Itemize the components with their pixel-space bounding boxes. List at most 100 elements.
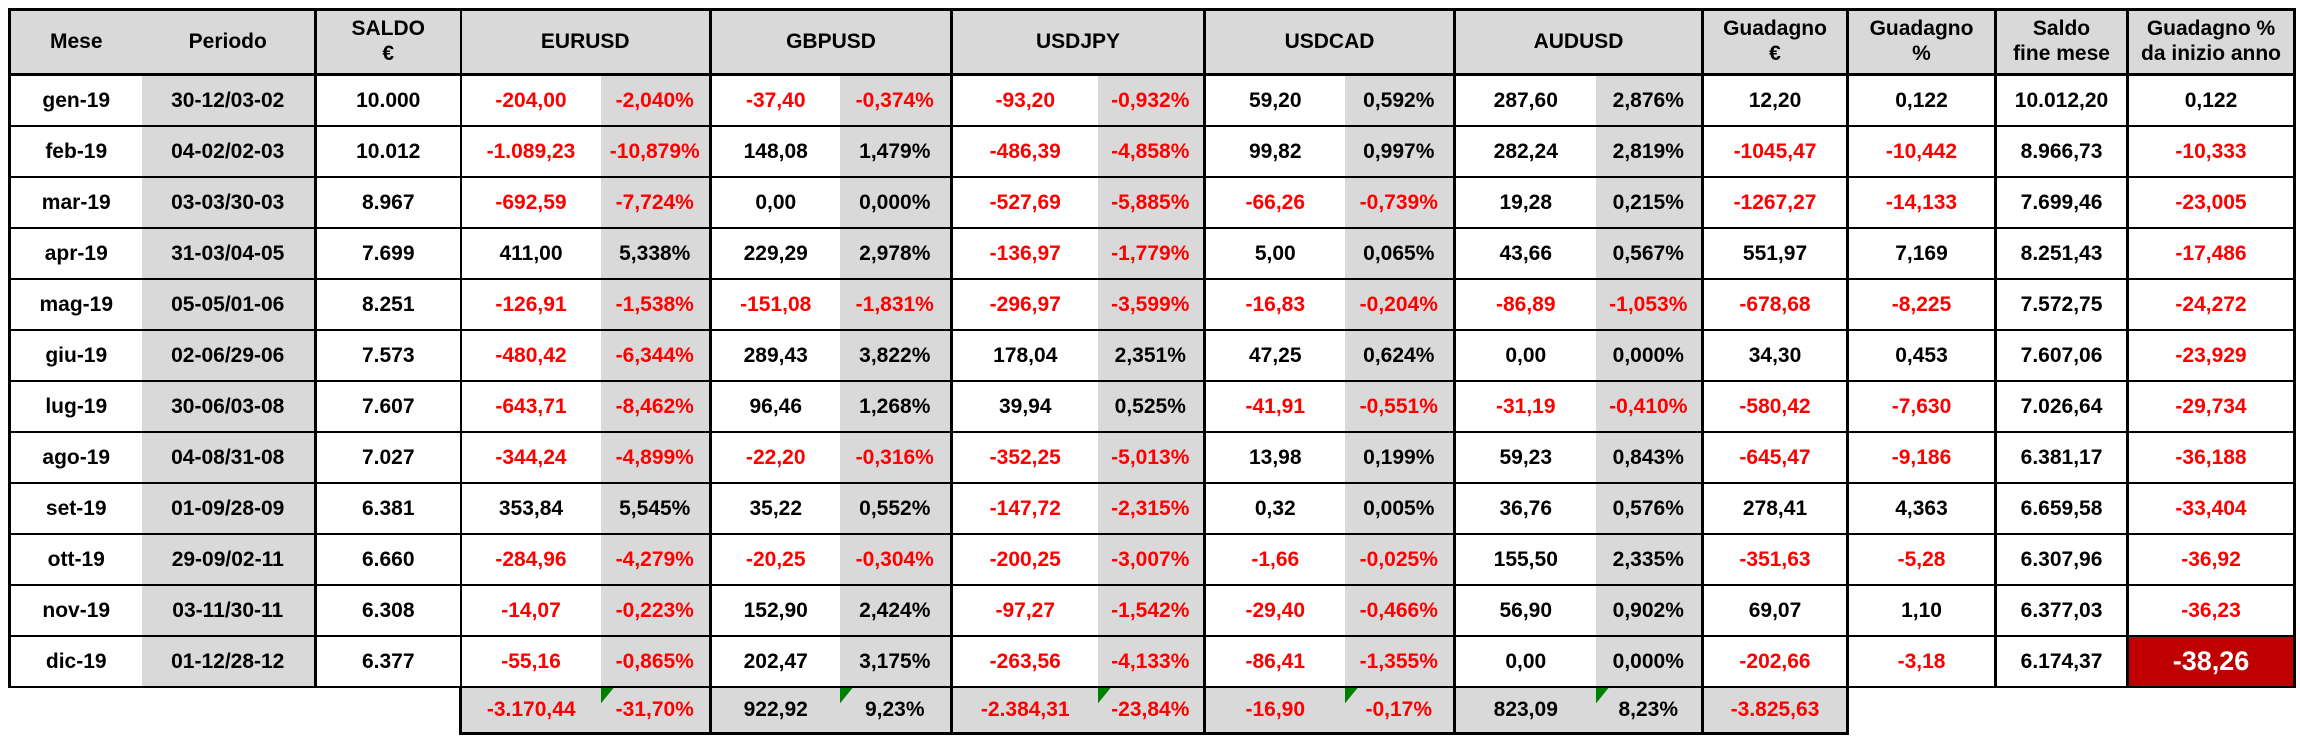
cell-ott-19-saldo: 6.660 xyxy=(314,533,461,586)
cell-giu-19-guadagno-pct: 0,453 xyxy=(1846,329,1996,382)
cell-nov-19-gbpusd-pct: 2,424% xyxy=(839,584,952,637)
cell-mag-19-usdcad-pct: -0,204% xyxy=(1344,278,1455,331)
cell-apr-19-usdcad-pct: 0,065% xyxy=(1344,227,1455,280)
cell-set-19-saldo: 6.381 xyxy=(314,482,461,535)
cell-apr-19-saldo-fine-mese: 8.251,43 xyxy=(1994,227,2128,280)
cell-mar-19-saldo-fine-mese: 7.699,46 xyxy=(1994,176,2128,229)
cell-feb-19-saldo-fine-mese: 8.966,73 xyxy=(1994,125,2128,178)
total-audusd-pct: 8,23% xyxy=(1595,686,1703,735)
cell-mag-19-eurusd-val: -126,91 xyxy=(459,278,601,331)
cell-dic-19-usdcad-pct: -1,355% xyxy=(1344,635,1455,688)
cell-dic-19-mese: dic-19 xyxy=(8,635,142,688)
cell-lug-19-periodo: 30-06/03-08 xyxy=(141,380,316,433)
cell-ott-19-usdjpy-pct: -3,007% xyxy=(1097,533,1205,586)
cell-feb-19-gbpusd-val: 148,08 xyxy=(709,125,840,178)
table-row: set-19 01-09/28-09 6.381 353,84 5,545% 35,22 0… xyxy=(8,482,2297,535)
cell-mag-19-usdcad-val: -16,83 xyxy=(1203,278,1345,331)
cell-mar-19-guadagno-pct: -14,133 xyxy=(1846,176,1996,229)
cell-gen-19-periodo: 30-12/03-02 xyxy=(141,73,316,127)
warning-triangle-icon xyxy=(1097,688,1111,704)
cell-mag-19-eurusd-pct: -1,538% xyxy=(600,278,711,331)
cell-feb-19-guadagno-eur: -1045,47 xyxy=(1701,125,1848,178)
empty-cell xyxy=(9,687,142,734)
cell-feb-19-usdcad-val: 99,82 xyxy=(1203,125,1345,178)
cell-feb-19-guadagno-pct-anno: -10,333 xyxy=(2126,125,2297,178)
cell-nov-19-mese: nov-19 xyxy=(8,584,142,637)
cell-mar-19-usdcad-pct: -0,739% xyxy=(1344,176,1455,229)
cell-gen-19-usdjpy-val: -93,20 xyxy=(950,73,1098,127)
cell-giu-19-audusd-val: 0,00 xyxy=(1453,329,1596,382)
cell-giu-19-gbpusd-pct: 3,822% xyxy=(839,329,952,382)
cell-dic-19-audusd-pct: 0,000% xyxy=(1595,635,1703,688)
cell-apr-19-guadagno-pct: 7,169 xyxy=(1846,227,1996,280)
cell-nov-19-guadagno-eur: 69,07 xyxy=(1701,584,1848,637)
cell-ott-19-audusd-val: 155,50 xyxy=(1453,533,1596,586)
cell-ago-19-guadagno-pct-anno: -36,188 xyxy=(2126,431,2297,484)
cell-ago-19-usdjpy-pct: -5,013% xyxy=(1097,431,1205,484)
col-header-usdjpy: USDJPY xyxy=(950,8,1205,76)
cell-mag-19-audusd-pct: -1,053% xyxy=(1595,278,1703,331)
cell-dic-19-gbpusd-pct: 3,175% xyxy=(839,635,952,688)
cell-feb-19-gbpusd-pct: 1,479% xyxy=(839,125,952,178)
cell-mar-19-guadagno-pct-anno: -23,005 xyxy=(2126,176,2297,229)
cell-ago-19-usdjpy-val: -352,25 xyxy=(950,431,1098,484)
cell-gen-19-saldo-fine-mese: 10.012,20 xyxy=(1994,73,2128,127)
cell-mag-19-guadagno-pct: -8,225 xyxy=(1846,278,1996,331)
cell-mag-19-guadagno-eur: -678,68 xyxy=(1701,278,1848,331)
total-audusd-val: 823,09 xyxy=(1453,686,1596,735)
cell-gen-19-saldo: 10.000 xyxy=(314,73,461,127)
cell-ott-19-saldo-fine-mese: 6.307,96 xyxy=(1994,533,2128,586)
cell-giu-19-usdcad-pct: 0,624% xyxy=(1344,329,1455,382)
cell-apr-19-gbpusd-pct: 2,978% xyxy=(839,227,952,280)
cell-dic-19-saldo-fine-mese: 6.174,37 xyxy=(1994,635,2128,688)
cell-nov-19-eurusd-val: -14,07 xyxy=(459,584,601,637)
cell-nov-19-usdcad-pct: -0,466% xyxy=(1344,584,1455,637)
cell-feb-19-mese: feb-19 xyxy=(8,125,142,178)
table-row: dic-19 01-12/28-12 6.377 -55,16 -0,865% 202,4… xyxy=(8,635,2297,688)
cell-gen-19-eurusd-pct: -2,040% xyxy=(600,73,711,127)
table-row: feb-19 04-02/02-03 10.012 -1.089,23 -10,879%… xyxy=(8,125,2297,178)
cell-set-19-audusd-pct: 0,576% xyxy=(1595,482,1703,535)
cell-set-19-periodo: 01-09/28-09 xyxy=(141,482,316,535)
cell-set-19-mese: set-19 xyxy=(8,482,142,535)
cell-giu-19-mese: giu-19 xyxy=(8,329,142,382)
cell-ago-19-saldo-fine-mese: 6.381,17 xyxy=(1994,431,2128,484)
cell-ago-19-usdcad-pct: 0,199% xyxy=(1344,431,1455,484)
cell-mar-19-periodo: 03-03/30-03 xyxy=(141,176,316,229)
cell-lug-19-gbpusd-val: 96,46 xyxy=(709,380,840,433)
cell-lug-19-usdcad-val: -41,91 xyxy=(1203,380,1345,433)
cell-ott-19-audusd-pct: 2,335% xyxy=(1595,533,1703,586)
cell-nov-19-guadagno-pct-anno: -36,23 xyxy=(2126,584,2297,637)
cell-dic-19-usdjpy-val: -263,56 xyxy=(950,635,1098,688)
cell-set-19-guadagno-eur: 278,41 xyxy=(1701,482,1848,535)
cell-set-19-guadagno-pct: 4,363 xyxy=(1846,482,1996,535)
cell-feb-19-eurusd-pct: -10,879% xyxy=(600,125,711,178)
table-row: apr-19 31-03/04-05 7.699 411,00 5,338% 229,29… xyxy=(8,227,2297,280)
cell-dic-19-eurusd-val: -55,16 xyxy=(459,635,601,688)
empty-cell xyxy=(1995,687,2128,734)
cell-nov-19-gbpusd-val: 152,90 xyxy=(709,584,840,637)
total-usdcad-val: -16,90 xyxy=(1203,686,1345,735)
cell-lug-19-saldo-fine-mese: 7.026,64 xyxy=(1994,380,2128,433)
cell-lug-19-usdjpy-pct: 0,525% xyxy=(1097,380,1205,433)
cell-ott-19-usdcad-val: -1,66 xyxy=(1203,533,1345,586)
cell-feb-19-audusd-pct: 2,819% xyxy=(1595,125,1703,178)
cell-ago-19-guadagno-pct: -9,186 xyxy=(1846,431,1996,484)
cell-dic-19-usdjpy-pct: -4,133% xyxy=(1097,635,1205,688)
cell-ago-19-saldo: 7.027 xyxy=(314,431,461,484)
cell-lug-19-gbpusd-pct: 1,268% xyxy=(839,380,952,433)
cell-apr-19-eurusd-val: 411,00 xyxy=(459,227,601,280)
cell-ott-19-eurusd-pct: -4,279% xyxy=(600,533,711,586)
empty-cell xyxy=(2127,687,2295,734)
cell-apr-19-periodo: 31-03/04-05 xyxy=(141,227,316,280)
total-gbpusd-val: 922,92 xyxy=(709,686,840,735)
cell-apr-19-mese: apr-19 xyxy=(8,227,142,280)
cell-mag-19-gbpusd-val: -151,08 xyxy=(709,278,840,331)
cell-lug-19-audusd-pct: -0,410% xyxy=(1595,380,1703,433)
cell-mar-19-eurusd-val: -692,59 xyxy=(459,176,601,229)
cell-feb-19-eurusd-val: -1.089,23 xyxy=(459,125,601,178)
col-header-usdcad: USDCAD xyxy=(1203,8,1455,76)
cell-ott-19-usdjpy-val: -200,25 xyxy=(950,533,1098,586)
cell-dic-19-audusd-val: 0,00 xyxy=(1453,635,1596,688)
